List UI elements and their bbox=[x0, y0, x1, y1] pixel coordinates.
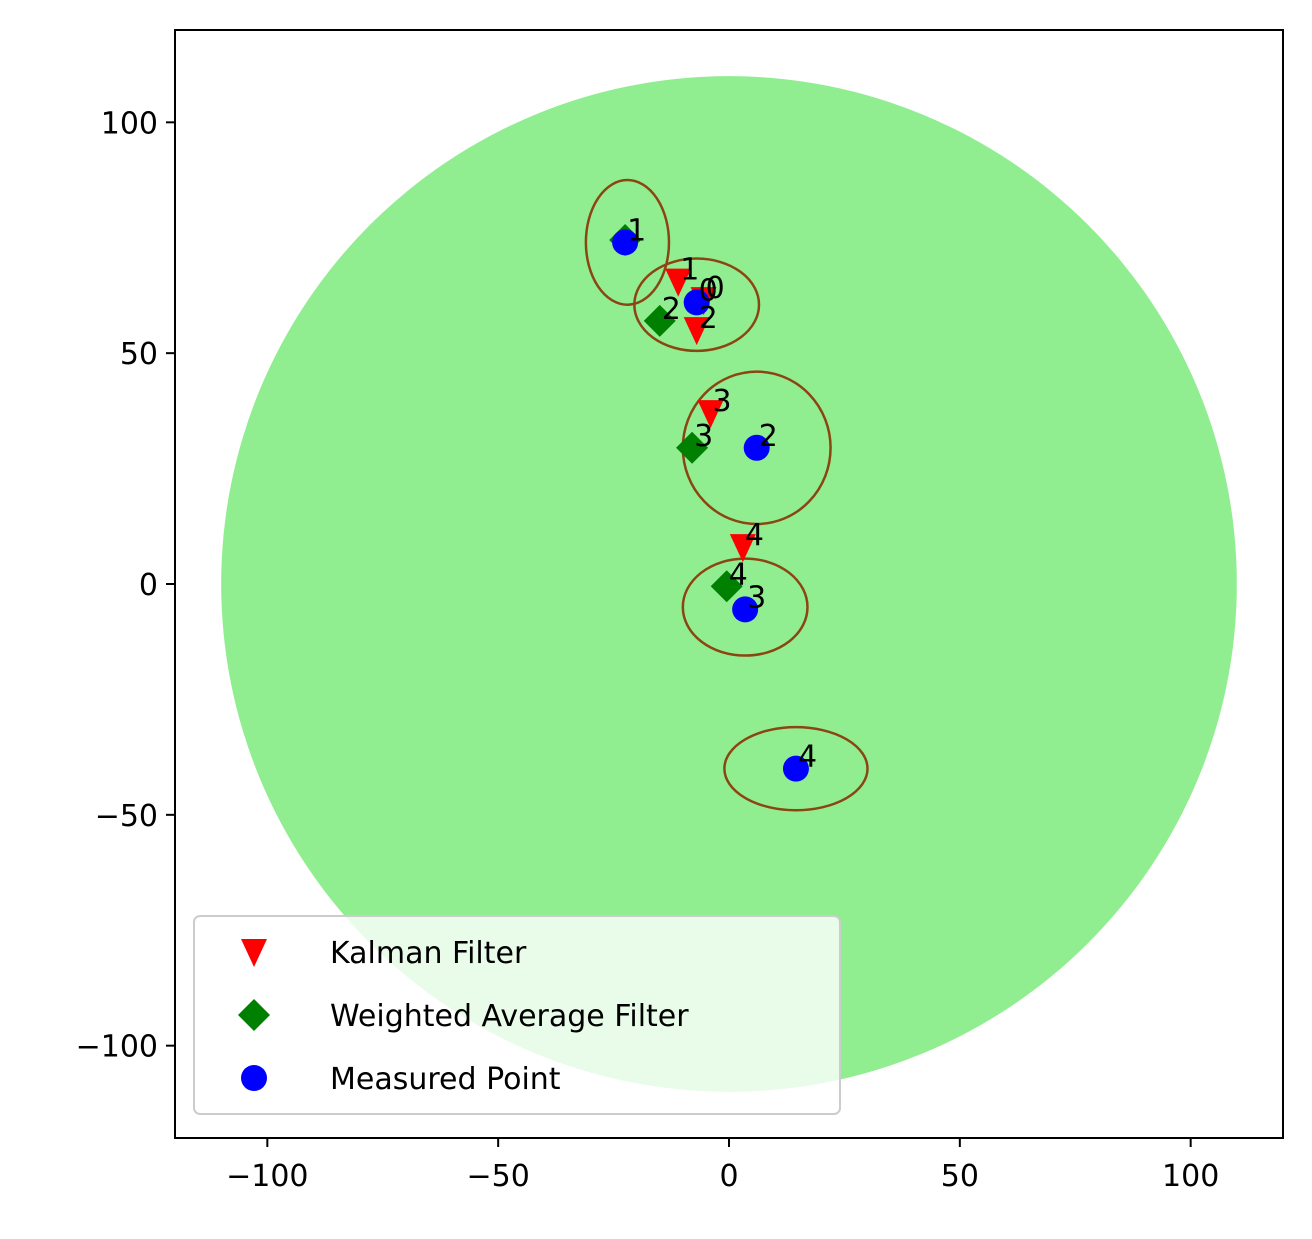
y-tick-label-1: 50 bbox=[120, 337, 158, 372]
measured-point-label-0: 0 bbox=[699, 273, 718, 308]
measured-point-point-4 bbox=[782, 755, 809, 782]
y-tick-label-0: 100 bbox=[101, 106, 158, 141]
legend-label-weighted-average-filter: Weighted Average Filter bbox=[330, 999, 689, 1034]
x-tick-label-0: −100 bbox=[226, 1159, 308, 1194]
y-tick-label-2: 0 bbox=[139, 568, 158, 603]
kalman-filter-label-3: 3 bbox=[713, 384, 732, 419]
measured-point-label-1: 1 bbox=[627, 213, 646, 248]
legend-box bbox=[193, 915, 841, 1115]
weighted-average-filter-point-1 bbox=[643, 304, 676, 337]
x-tick-label-4: 100 bbox=[1162, 1159, 1219, 1194]
legend-label-measured-point: Measured Point bbox=[330, 1062, 561, 1097]
kalman-filter-label-2: 2 bbox=[699, 301, 718, 336]
plot-area bbox=[221, 76, 1237, 1092]
legend-marker-weighted-average-filter bbox=[238, 999, 270, 1031]
kalman-filter-label-4: 4 bbox=[745, 518, 764, 553]
measured-point-label-2: 2 bbox=[759, 419, 778, 454]
weighted-average-filter-label-1: 2 bbox=[662, 292, 681, 327]
uncertainty-ellipse-3 bbox=[681, 557, 809, 657]
legend-marker-measured-point bbox=[241, 1065, 267, 1091]
kalman-filter-label-0: 0 bbox=[706, 271, 725, 306]
legend-label-kalman-filter: Kalman Filter bbox=[330, 936, 527, 971]
weighted-average-filter-point-3 bbox=[710, 570, 743, 603]
x-tick-label-3: 50 bbox=[941, 1159, 979, 1194]
x-tick-label-1: −50 bbox=[467, 1159, 530, 1194]
y-tick-label-3: −50 bbox=[95, 799, 158, 834]
uncertainty-ellipse-0 bbox=[584, 178, 671, 306]
measured-point-point-2 bbox=[743, 434, 770, 461]
measured-point-point-1 bbox=[612, 229, 639, 256]
measured-point-label-3: 3 bbox=[747, 580, 766, 615]
weighted-average-filter-label-2: 3 bbox=[694, 419, 713, 454]
uncertainty-ellipse-4 bbox=[723, 725, 869, 812]
uncertainty-ellipse-1 bbox=[633, 257, 761, 353]
measured-point-label-4: 4 bbox=[798, 740, 817, 775]
kalman-filter-point-3 bbox=[697, 400, 724, 429]
legend-marker-kalman-filter bbox=[241, 939, 267, 967]
x-tick-label-2: 0 bbox=[719, 1159, 738, 1194]
kalman-filter-point-2 bbox=[683, 317, 710, 346]
weighted-average-filter-point-2 bbox=[676, 431, 709, 464]
weighted-average-filter-label-3: 4 bbox=[729, 557, 748, 592]
kalman-filter-label-1: 1 bbox=[680, 253, 699, 288]
legend: Kalman Filter Weighted Average Filter Meas… bbox=[193, 915, 841, 1115]
kalman-filter-point-1 bbox=[665, 268, 692, 297]
kalman-filter-point-4 bbox=[729, 534, 756, 563]
measured-point-point-0 bbox=[683, 289, 710, 316]
y-tick-label-4: −100 bbox=[76, 1030, 158, 1065]
measured-point-point-3 bbox=[732, 596, 759, 623]
